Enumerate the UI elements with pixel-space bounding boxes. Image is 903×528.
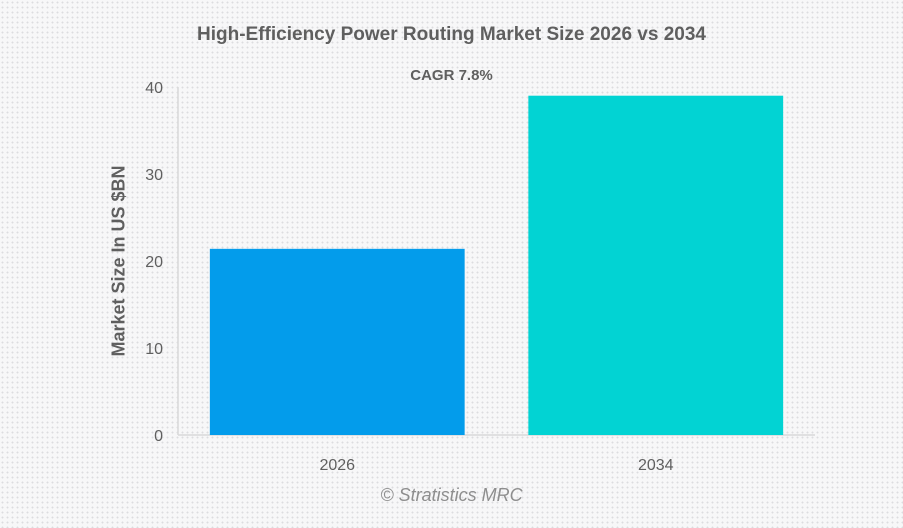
y-tick-label: 30 [145, 167, 163, 184]
x-tick-label: 2026 [319, 457, 355, 474]
source-credit: © Stratistics MRC [380, 485, 523, 505]
y-tick-label: 20 [145, 254, 163, 271]
x-tick-label: 2034 [638, 457, 674, 474]
bar-2026 [209, 248, 465, 435]
y-tick-label: 40 [145, 80, 163, 97]
bar-2034 [528, 95, 784, 435]
cagr-annotation: CAGR 7.8% [410, 67, 493, 84]
chart-title: High-Efficiency Power Routing Market Siz… [197, 24, 706, 45]
y-tick-label: 0 [154, 428, 163, 445]
y-tick-label: 10 [145, 341, 163, 358]
